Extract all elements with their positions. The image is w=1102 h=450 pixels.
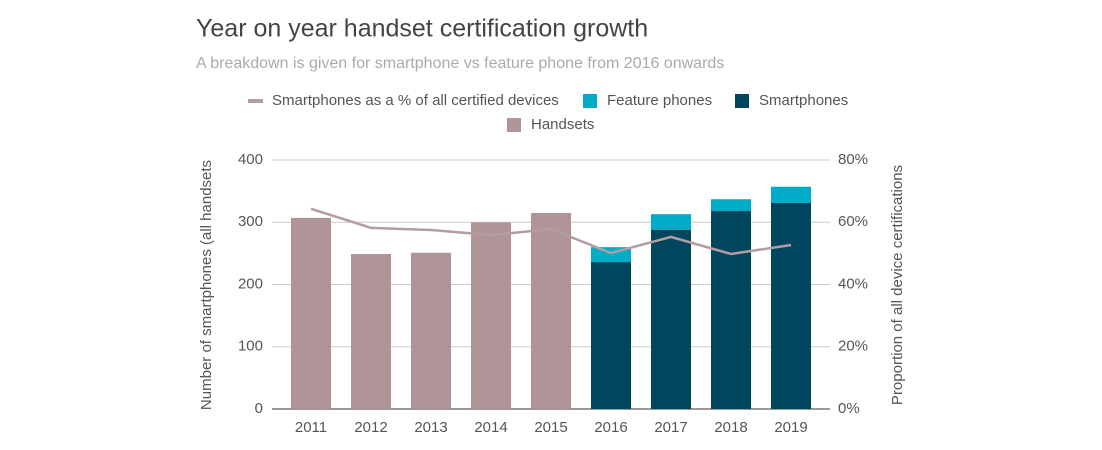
legend-label: Handsets [531,116,594,133]
legend-label: Feature phones [607,92,712,109]
x-tick-label: 2016 [594,419,627,436]
y2-tick-label: 20% [838,338,868,355]
y2-tick-label: 60% [838,213,868,230]
x-tick-label: 2012 [354,419,387,436]
x-tick-label: 2019 [774,419,807,436]
x-tick-label: 2011 [295,419,327,436]
bar [291,217,331,409]
y2-axis-title: Proportion of all device certifications [889,165,906,405]
legend-swatch [735,94,749,108]
x-tick-label: 2018 [714,419,747,436]
bar [711,211,751,409]
y-tick-label: 400 [238,151,263,168]
bar [651,229,691,409]
x-tick-label: 2013 [414,419,447,436]
bar [531,212,571,409]
y-tick-label: 200 [238,275,263,292]
bar [591,262,631,409]
y2-tick-label: 80% [838,151,868,168]
y-tick-label: 100 [238,338,263,355]
y-axis-title: Number of smartphones (all handsets [198,160,215,410]
bar [651,214,691,230]
y-tick-label: 300 [238,213,263,230]
x-tick-label: 2015 [534,419,567,436]
x-tick-label: 2014 [474,419,507,436]
chart-title: Year on year handset certification growt… [196,15,648,43]
bar [711,199,751,212]
bar [351,253,391,409]
legend-label: Smartphones [759,92,848,109]
line [310,207,792,256]
x-tick-label: 2017 [654,419,687,436]
y2-tick-label: 40% [838,275,868,292]
bar [771,186,811,203]
legend-swatch [583,94,597,108]
bar [411,252,451,409]
chart-subtitle: A breakdown is given for smartphone vs f… [196,55,724,72]
bar [771,202,811,409]
legend-swatch [507,118,521,132]
legend-label: Smartphones as a % of all certified devi… [272,92,559,109]
y-tick-label: 0 [255,400,263,417]
y2-tick-label: 0% [838,400,860,417]
bar [471,222,511,409]
